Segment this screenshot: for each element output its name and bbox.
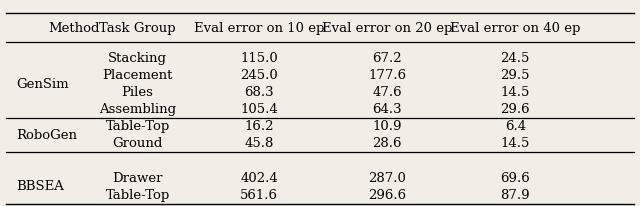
Text: GenSim: GenSim: [16, 77, 68, 90]
Text: 64.3: 64.3: [372, 103, 402, 116]
Text: 177.6: 177.6: [368, 69, 406, 82]
Text: Ground: Ground: [113, 137, 163, 150]
Text: 24.5: 24.5: [500, 52, 530, 64]
Text: 14.5: 14.5: [500, 86, 530, 99]
Text: 10.9: 10.9: [372, 119, 402, 132]
Text: Drawer: Drawer: [113, 171, 163, 184]
Text: 14.5: 14.5: [500, 137, 530, 150]
Text: Stacking: Stacking: [108, 52, 167, 64]
Text: 68.3: 68.3: [244, 86, 274, 99]
Text: 115.0: 115.0: [241, 52, 278, 64]
Text: RoboGen: RoboGen: [16, 128, 77, 141]
Text: 29.5: 29.5: [500, 69, 530, 82]
Text: Eval error on 20 ep: Eval error on 20 ep: [322, 22, 452, 35]
Text: Method: Method: [48, 22, 99, 35]
Text: Assembling: Assembling: [99, 103, 176, 116]
Text: 16.2: 16.2: [244, 119, 274, 132]
Text: 69.6: 69.6: [500, 171, 530, 184]
Text: 402.4: 402.4: [241, 171, 278, 184]
Text: 561.6: 561.6: [240, 188, 278, 201]
Text: Table-Top: Table-Top: [106, 119, 170, 132]
Text: Task Group: Task Group: [99, 22, 176, 35]
Text: 6.4: 6.4: [504, 119, 526, 132]
Text: Placement: Placement: [102, 69, 173, 82]
Text: Eval error on 10 ep: Eval error on 10 ep: [194, 22, 324, 35]
Text: Eval error on 40 ep: Eval error on 40 ep: [450, 22, 580, 35]
Text: 245.0: 245.0: [241, 69, 278, 82]
Text: 28.6: 28.6: [372, 137, 402, 150]
Text: 29.6: 29.6: [500, 103, 530, 116]
Text: Table-Top: Table-Top: [106, 188, 170, 201]
Text: BBSEA: BBSEA: [16, 180, 64, 192]
Text: 287.0: 287.0: [368, 171, 406, 184]
Text: 296.6: 296.6: [368, 188, 406, 201]
Text: 105.4: 105.4: [241, 103, 278, 116]
Text: 87.9: 87.9: [500, 188, 530, 201]
Text: 45.8: 45.8: [244, 137, 274, 150]
Text: 67.2: 67.2: [372, 52, 402, 64]
Text: Piles: Piles: [122, 86, 154, 99]
Text: 47.6: 47.6: [372, 86, 402, 99]
